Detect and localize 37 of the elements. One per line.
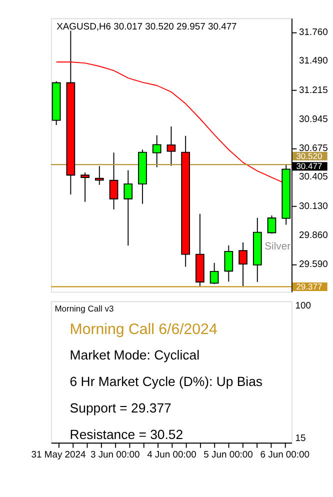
annotation: Silver bbox=[264, 241, 292, 252]
ref-line-label: 29.377 bbox=[296, 282, 322, 292]
chart-title: XAGUSD,H6 30.017 30.520 29.957 30.477 bbox=[56, 20, 237, 32]
candlestick bbox=[238, 242, 248, 287]
y-tick-label: 30.945 bbox=[299, 112, 328, 124]
text: Morning Call v3 bbox=[54, 304, 114, 314]
candlestick bbox=[152, 134, 162, 168]
ref-line-label: 30.520 bbox=[296, 150, 322, 161]
y-tick-label: 30.675 bbox=[299, 142, 328, 153]
candlestick bbox=[109, 152, 118, 210]
y-tick-label: 31.490 bbox=[299, 54, 328, 66]
candlestick bbox=[94, 166, 104, 186]
candlestick bbox=[224, 244, 234, 282]
category-label: 3 Jun 00:00 bbox=[90, 448, 140, 460]
candlestick bbox=[210, 262, 219, 285]
category-label: 4 Jun 00:00 bbox=[147, 448, 196, 460]
text: 6 Hr Market Cycle (D%): Up Bias bbox=[70, 374, 263, 390]
candlestick bbox=[166, 126, 176, 166]
candlestick bbox=[80, 172, 90, 202]
y-tick-label: 29.590 bbox=[299, 258, 328, 269]
candlestick bbox=[124, 170, 133, 246]
y-tick-label: 30.405 bbox=[299, 170, 328, 182]
y-tick-label: 30.130 bbox=[299, 200, 328, 212]
category-label: 5 Jun 00:00 bbox=[204, 448, 253, 460]
text: 15 bbox=[295, 432, 306, 443]
category-label: 6 Jun 00:00 bbox=[260, 448, 310, 460]
text: Resistance = 30.52 bbox=[70, 426, 184, 442]
text: Market Mode: Cyclical bbox=[70, 348, 200, 363]
category-label: 31 May 2024 bbox=[31, 448, 86, 460]
text: Support = 29.377 bbox=[70, 400, 172, 416]
y-tick-label: 31.760 bbox=[299, 26, 328, 37]
candlestick bbox=[267, 214, 276, 234]
text: 100 bbox=[295, 300, 311, 311]
y-tick-label: 31.215 bbox=[299, 84, 328, 96]
text: 30.477 bbox=[296, 161, 322, 172]
y-tick-label: 29.860 bbox=[299, 228, 328, 240]
text: Morning Call 6/6/2024 bbox=[70, 321, 218, 338]
